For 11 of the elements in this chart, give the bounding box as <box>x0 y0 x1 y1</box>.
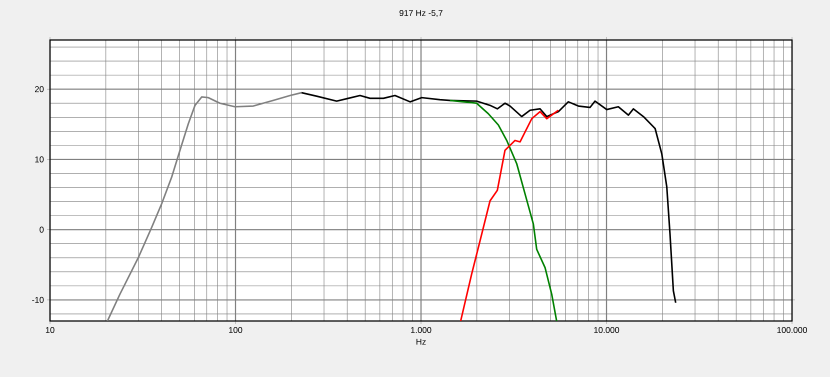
x-axis-title: Hz <box>416 338 426 345</box>
x-tick-label: 100.000 <box>777 327 807 334</box>
x-tick-label: 10 <box>46 327 54 334</box>
x-tick-label: 10.000 <box>594 327 620 334</box>
x-tick-label: 1.000 <box>411 327 432 334</box>
y-tick-label: 20 <box>35 86 44 92</box>
x-tick-label: 100 <box>229 327 242 334</box>
y-tick-label: -10 <box>32 296 44 303</box>
chart-title: 917 Hz -5,7 <box>400 10 442 17</box>
y-tick-label: 0 <box>40 226 44 233</box>
y-tick-label: 10 <box>35 156 44 162</box>
